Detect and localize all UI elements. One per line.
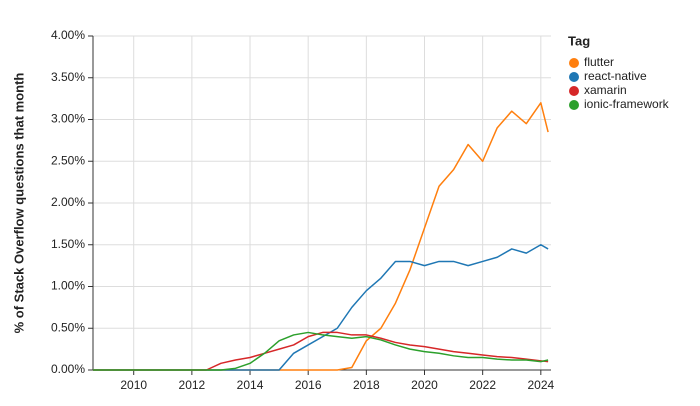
x-tick-label: 2018 (353, 378, 380, 392)
y-axis-title: % of Stack Overflow questions that month (11, 73, 26, 334)
legend-label: xamarin (584, 83, 627, 97)
x-tick-label: 2012 (179, 378, 206, 392)
x-tick-label: 2010 (120, 378, 147, 392)
x-tick-label: 2016 (295, 378, 322, 392)
y-tick-label: 2.00% (51, 195, 85, 209)
legend-swatch (569, 86, 579, 96)
y-tick-label: 3.00% (51, 112, 85, 126)
y-tick-label: 4.00% (51, 28, 85, 42)
legend-swatch (569, 72, 579, 82)
series-line (93, 102, 549, 371)
y-tick-label: 1.00% (51, 279, 85, 293)
y-tick-label: 0.00% (51, 362, 85, 376)
legend-label: react-native (584, 69, 647, 83)
legend-swatch (569, 58, 579, 68)
y-tick-label: 1.50% (51, 237, 85, 251)
legend-title: Tag (568, 33, 590, 48)
y-tick-label: 0.50% (51, 320, 85, 334)
series-line (93, 244, 549, 371)
x-tick-label: 2014 (237, 378, 264, 392)
x-tick-label: 2024 (527, 378, 554, 392)
y-tick-label: 2.50% (51, 153, 85, 167)
x-tick-label: 2022 (469, 378, 496, 392)
y-tick-label: 3.50% (51, 70, 85, 84)
legend-swatch (569, 100, 579, 110)
x-tick-label: 2020 (411, 378, 438, 392)
series-line (93, 331, 549, 371)
legend-label: flutter (584, 55, 614, 69)
legend-label: ionic-framework (584, 97, 670, 111)
